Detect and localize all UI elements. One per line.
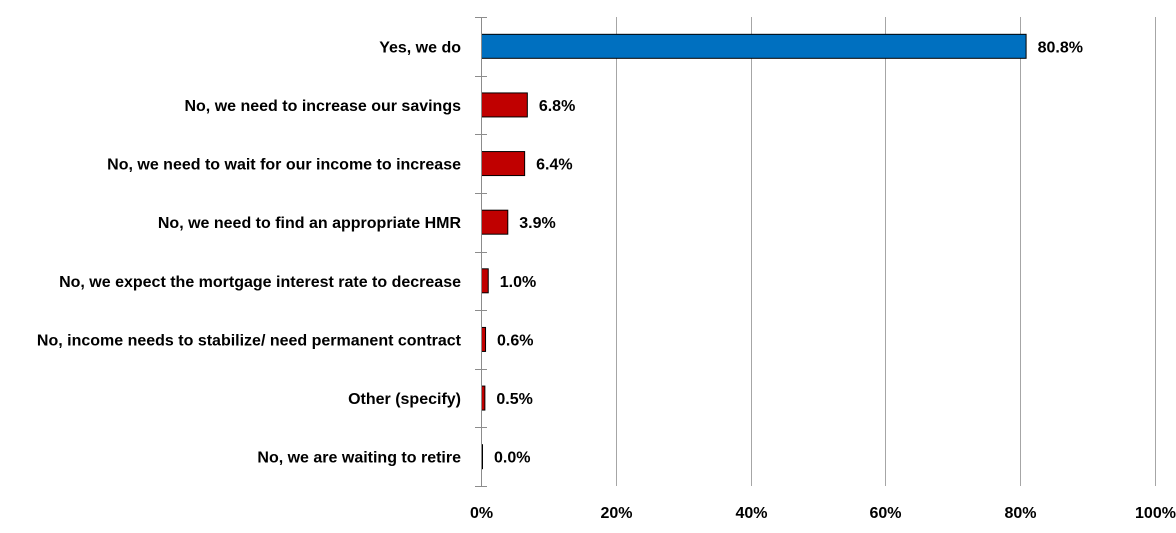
data-label: 0.6% bbox=[497, 332, 533, 349]
bar-4 bbox=[481, 209, 509, 235]
category-label: Yes, we do bbox=[379, 39, 461, 56]
category-label: No, we need to wait for our income to in… bbox=[107, 157, 461, 174]
x-tick-label: 40% bbox=[735, 505, 767, 522]
data-label: 6.8% bbox=[539, 98, 575, 115]
category-label: No, we need to increase our savings bbox=[184, 98, 461, 115]
x-tick-label: 60% bbox=[869, 505, 901, 522]
data-label: 6.4% bbox=[536, 157, 572, 174]
bar-7 bbox=[481, 385, 486, 411]
x-tick-label: 100% bbox=[1135, 505, 1176, 522]
gridlines bbox=[616, 17, 1156, 486]
x-tick-label: 0% bbox=[470, 505, 493, 522]
data-label: 1.0% bbox=[500, 274, 536, 291]
bar-5 bbox=[481, 268, 489, 294]
category-label: No, income needs to stabilize/ need perm… bbox=[37, 332, 462, 349]
bar-1 bbox=[481, 33, 1027, 59]
bar-6 bbox=[481, 326, 487, 352]
data-label: 80.8% bbox=[1038, 39, 1083, 56]
x-tick-label: 80% bbox=[1004, 505, 1036, 522]
bar-3 bbox=[481, 151, 526, 177]
data-label: 0.0% bbox=[494, 450, 530, 467]
bar-2 bbox=[481, 92, 528, 118]
labels: 0% 20% 40% 60% 80% 100% Yes, we do 80.8% No, we … bbox=[37, 39, 1176, 522]
axes bbox=[475, 17, 487, 487]
data-label: 0.5% bbox=[496, 391, 532, 408]
category-label: Other (specify) bbox=[348, 391, 461, 408]
x-tick-label: 20% bbox=[600, 505, 632, 522]
category-label: No, we need to find an appropriate HMR bbox=[158, 215, 462, 232]
category-label: No, we are waiting to retire bbox=[257, 450, 461, 467]
data-label: 3.9% bbox=[519, 215, 555, 232]
category-label: No, we expect the mortgage interest rate… bbox=[59, 274, 461, 291]
